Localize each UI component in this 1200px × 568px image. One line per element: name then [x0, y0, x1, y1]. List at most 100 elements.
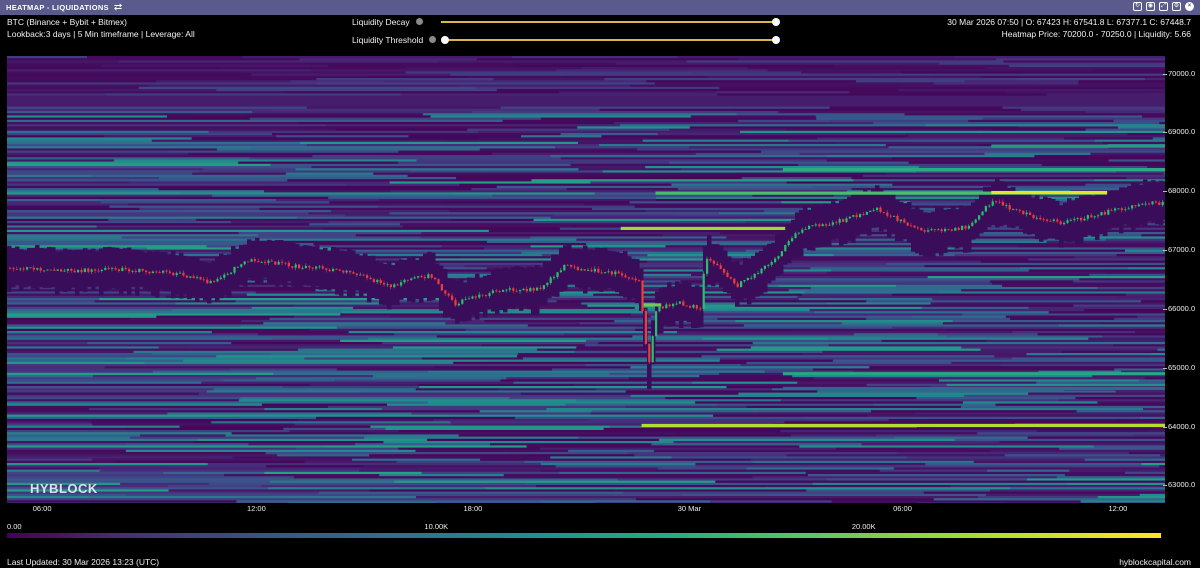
candle-body	[743, 280, 746, 282]
heat-cell	[1152, 137, 1165, 140]
candle-body	[66, 268, 69, 271]
candle-body	[831, 222, 834, 225]
heat-cell	[126, 427, 285, 431]
heat-cell	[383, 441, 675, 444]
candle-body	[661, 306, 664, 309]
site-link[interactable]: hyblockcapital.com	[1119, 557, 1191, 567]
cleared-zone	[1063, 202, 1068, 242]
cleared-zone	[1155, 183, 1160, 225]
cleared-zone	[1087, 195, 1092, 236]
heat-cell	[726, 258, 1030, 261]
heat-cell	[665, 397, 918, 400]
heat-cell	[345, 183, 461, 187]
cleared-zone	[1075, 198, 1080, 246]
cleared-zone	[1095, 192, 1100, 241]
heat-cell	[183, 359, 488, 363]
heat-cell	[927, 276, 1165, 279]
heat-cell	[7, 196, 330, 200]
heat-cell	[394, 480, 717, 484]
heat-cell	[801, 71, 903, 74]
heat-cell	[658, 438, 956, 442]
candle-body	[1093, 216, 1096, 218]
heat-cell	[7, 438, 199, 442]
threshold-max-knob[interactable]	[772, 36, 780, 44]
fullscreen-icon[interactable]: ⤢	[1159, 2, 1168, 11]
heat-cell	[456, 177, 743, 180]
heat-cell	[946, 383, 1165, 387]
heat-cell	[7, 93, 108, 96]
cleared-zone	[227, 254, 232, 298]
cleared-zone	[1015, 190, 1020, 227]
close-icon[interactable]: ×	[1185, 2, 1194, 11]
heat-cell	[1097, 496, 1165, 499]
candle-body	[70, 268, 73, 271]
heat-cell	[7, 245, 208, 248]
cleared-zone	[699, 286, 704, 328]
candle-body	[376, 279, 379, 282]
heat-cell	[951, 361, 1165, 365]
heat-cell	[203, 168, 297, 171]
heat-cell	[459, 183, 673, 187]
heat-cell	[1143, 460, 1165, 464]
candle-body	[950, 229, 953, 231]
time-tick-label: 18:00	[463, 504, 483, 513]
camera-icon[interactable]: ◉	[1146, 2, 1155, 11]
heat-cell	[223, 474, 381, 477]
heat-cell	[118, 60, 440, 63]
threshold-min-knob[interactable]	[441, 36, 449, 44]
heat-cell	[467, 128, 671, 132]
cleared-zone	[587, 249, 592, 288]
heat-cell	[151, 353, 273, 356]
heat-cell	[7, 106, 308, 110]
heat-cell	[810, 287, 1099, 290]
heat-cell	[477, 130, 742, 134]
heat-cell	[898, 89, 1152, 92]
candle-body	[1154, 201, 1157, 203]
heat-cell	[1004, 454, 1161, 457]
heat-cell	[1105, 243, 1165, 246]
settings-icon[interactable]: ⚙	[1172, 2, 1181, 11]
heat-cell	[321, 364, 587, 367]
sliders-icon[interactable]: ⇄	[113, 1, 123, 13]
heat-cell	[1097, 401, 1165, 404]
help-icon[interactable]	[429, 36, 436, 43]
cleared-zone	[471, 277, 476, 315]
hyblock-watermark: HYBLOCK	[30, 481, 98, 496]
heat-cell	[1094, 179, 1165, 182]
heat-cell	[961, 346, 1165, 349]
liquidity-decay-slider[interactable]	[441, 21, 777, 23]
window-titlebar: HEATMAP - LIQUIDATIONS ⇄ ↻ ◉ ⤢ ⚙ ×	[0, 0, 1200, 15]
refresh-icon[interactable]: ↻	[1133, 2, 1142, 11]
heatmap-plot[interactable]	[7, 56, 1165, 503]
candle-body	[219, 277, 222, 279]
heat-cell	[767, 69, 1093, 72]
candle-body	[539, 287, 542, 289]
candle-body	[1076, 217, 1079, 219]
heat-cell	[497, 309, 811, 312]
candle-body	[1056, 219, 1059, 222]
heat-cell	[128, 317, 271, 321]
heat-cell	[270, 163, 572, 167]
candle-body	[910, 225, 913, 227]
candle-body	[916, 227, 919, 229]
cleared-zone	[755, 252, 760, 297]
heat-cell	[175, 302, 383, 305]
candle-body	[162, 270, 165, 273]
heat-cell	[471, 111, 780, 114]
candle-body	[522, 288, 525, 291]
candle-body	[185, 275, 188, 278]
cleared-zone	[1143, 179, 1148, 227]
heat-cell	[738, 392, 1030, 396]
help-icon[interactable]	[416, 18, 423, 25]
candle-body	[784, 245, 787, 252]
candle-body	[1124, 209, 1127, 211]
cleared-zone	[251, 240, 256, 281]
liquidity-decay-knob[interactable]	[772, 18, 780, 26]
heat-cell	[881, 339, 988, 343]
liquidity-threshold-slider[interactable]	[444, 39, 777, 41]
heat-cell	[559, 471, 807, 475]
heat-cell	[986, 339, 1165, 343]
heat-cell	[496, 185, 816, 189]
heat-cell	[445, 322, 581, 325]
heat-cell	[125, 493, 406, 497]
